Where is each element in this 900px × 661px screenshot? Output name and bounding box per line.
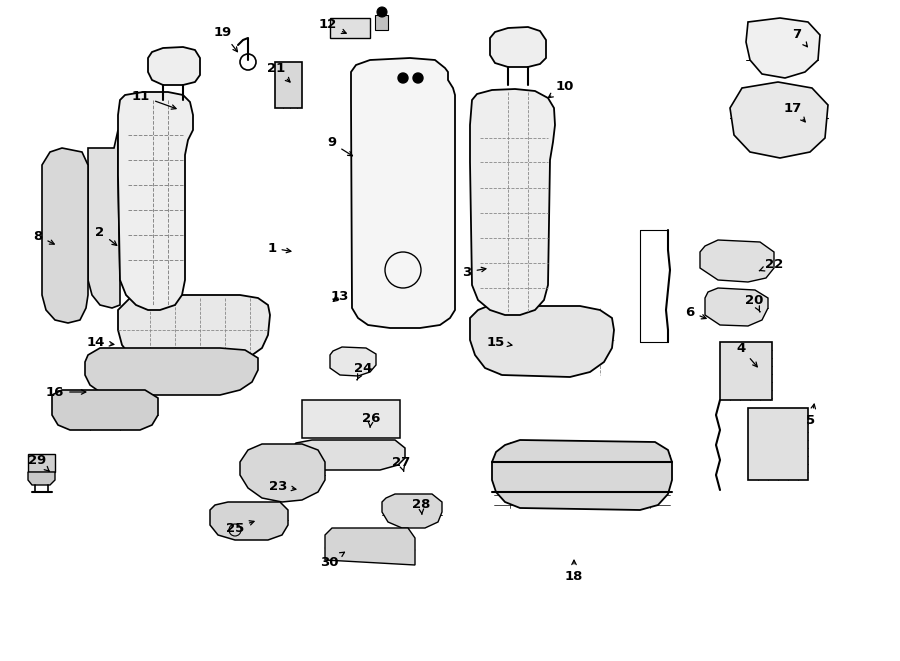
Polygon shape — [325, 528, 415, 565]
Text: 13: 13 — [331, 290, 349, 303]
Polygon shape — [470, 89, 555, 315]
Text: 24: 24 — [354, 362, 373, 380]
Polygon shape — [42, 148, 88, 323]
Circle shape — [398, 73, 408, 83]
Text: 29: 29 — [28, 453, 50, 471]
Polygon shape — [492, 440, 672, 510]
Text: 12: 12 — [319, 19, 346, 34]
Polygon shape — [118, 92, 193, 310]
Text: 10: 10 — [548, 79, 574, 98]
Polygon shape — [292, 440, 405, 470]
Text: 28: 28 — [412, 498, 430, 514]
Text: 30: 30 — [320, 552, 345, 568]
Polygon shape — [382, 494, 442, 528]
Polygon shape — [470, 306, 614, 377]
Text: 3: 3 — [463, 266, 486, 278]
Text: 27: 27 — [392, 455, 410, 471]
Text: 20: 20 — [745, 293, 763, 312]
Text: 18: 18 — [565, 560, 583, 582]
Polygon shape — [302, 400, 400, 438]
Polygon shape — [375, 15, 388, 30]
Text: 11: 11 — [132, 89, 176, 109]
Text: 4: 4 — [736, 342, 757, 367]
Polygon shape — [118, 295, 270, 362]
Text: 21: 21 — [267, 61, 290, 82]
Text: 15: 15 — [487, 336, 512, 348]
Polygon shape — [28, 472, 55, 485]
Text: 2: 2 — [95, 225, 117, 245]
Text: 7: 7 — [792, 28, 807, 47]
Text: 5: 5 — [806, 404, 815, 426]
Polygon shape — [275, 62, 302, 108]
Polygon shape — [700, 240, 774, 282]
Text: 14: 14 — [86, 336, 114, 348]
Polygon shape — [746, 18, 820, 78]
Text: 1: 1 — [267, 241, 291, 254]
Circle shape — [413, 73, 423, 83]
Text: 8: 8 — [33, 229, 54, 244]
Polygon shape — [490, 27, 546, 67]
Polygon shape — [748, 408, 808, 480]
Text: 26: 26 — [362, 412, 380, 428]
Polygon shape — [240, 444, 325, 502]
Text: 22: 22 — [760, 258, 783, 272]
Text: 17: 17 — [784, 102, 806, 122]
Polygon shape — [52, 390, 158, 430]
Polygon shape — [28, 454, 55, 472]
Polygon shape — [705, 288, 768, 326]
Polygon shape — [330, 18, 370, 38]
Text: 6: 6 — [686, 305, 706, 319]
Polygon shape — [148, 47, 200, 85]
Text: 16: 16 — [46, 385, 86, 399]
Polygon shape — [85, 348, 258, 395]
Polygon shape — [210, 502, 288, 540]
Polygon shape — [720, 342, 772, 400]
Polygon shape — [351, 58, 455, 328]
Circle shape — [377, 7, 387, 17]
Text: 23: 23 — [269, 479, 296, 492]
Polygon shape — [730, 82, 828, 158]
Text: 19: 19 — [214, 26, 238, 52]
Text: 25: 25 — [226, 521, 254, 535]
Text: 9: 9 — [328, 137, 353, 156]
Polygon shape — [88, 130, 120, 308]
Polygon shape — [330, 347, 376, 376]
